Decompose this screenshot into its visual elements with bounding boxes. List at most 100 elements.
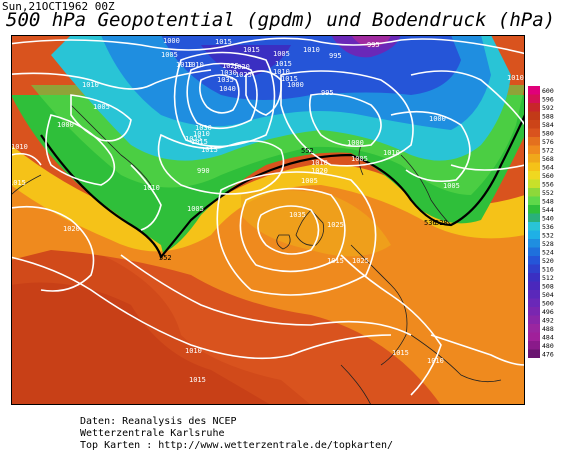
isobar-label: 1040 <box>219 85 236 93</box>
scale-label: 552 <box>542 189 554 197</box>
scale-label: 516 <box>542 266 554 274</box>
isobar-label: 1030 <box>195 124 212 132</box>
isobar-label: 995 <box>367 41 380 49</box>
isobar-label: 1025 <box>222 62 239 70</box>
scale-swatch <box>528 264 540 274</box>
isobar-label: 1010 <box>193 130 210 138</box>
isobar-label: 1000 <box>163 37 180 45</box>
scale-label: 484 <box>542 334 554 342</box>
scale-label: 572 <box>542 147 554 155</box>
isobar-label: 1000 <box>347 139 364 147</box>
scale-swatch <box>528 154 540 163</box>
scale-swatch <box>528 205 540 214</box>
scale-swatch <box>528 196 540 206</box>
map-title: 500 hPa Geopotential (gpdm) und Bodendru… <box>6 9 556 31</box>
scale-label: 500 <box>542 300 554 308</box>
contour-label: 552 <box>301 147 314 155</box>
scale-label: 476 <box>542 351 554 358</box>
isobar-label: 1015 <box>215 38 232 46</box>
isobar-label: 1020 <box>63 225 80 233</box>
footer-org: Wetterzentrale Karlsruhe <box>80 428 225 439</box>
scale-label: 560 <box>542 172 554 180</box>
scale-swatch <box>528 111 540 121</box>
isobar-label: 1010 <box>176 61 193 69</box>
scale-label: 536 <box>542 223 554 231</box>
isobar-label: 1015 <box>191 138 208 146</box>
isobar-label: 1010 <box>303 46 320 54</box>
scale-swatch <box>528 179 540 189</box>
date-label: Sun,21OCT1962 00Z <box>2 0 115 13</box>
scale-label: 508 <box>542 283 554 291</box>
scale-label: 496 <box>542 308 554 316</box>
isobar-label: 1005 <box>273 50 290 58</box>
isobar-label: 1015 <box>11 179 26 187</box>
scale-swatch <box>528 349 540 358</box>
scale-swatch <box>528 86 540 95</box>
scale-label: 544 <box>542 206 554 214</box>
scale-swatch <box>528 332 540 342</box>
isobar-label: 1015 <box>243 46 260 54</box>
isobar-label: 1015 <box>189 376 206 384</box>
scale-label: 556 <box>542 181 554 189</box>
isobar-label: 1010 <box>427 357 444 365</box>
isobar-label: 1000 <box>57 121 74 129</box>
isobar-label: 1010 <box>11 143 28 151</box>
scale-swatch <box>528 281 540 291</box>
scale-swatch <box>528 188 540 197</box>
isobar-label: 1015 <box>275 60 292 68</box>
isobar-label: 1035 <box>289 211 306 219</box>
scale-label: 532 <box>542 232 554 240</box>
isobar-label: 1015 <box>281 75 298 83</box>
scale-swatch <box>528 239 540 248</box>
isobar-label: 1025 <box>235 71 252 79</box>
scale-label: 588 <box>542 113 554 121</box>
isobar-label: 990 <box>197 167 210 175</box>
scale-swatch <box>528 290 540 299</box>
isobar-label: 995 <box>321 89 334 97</box>
scale-swatch <box>528 273 540 282</box>
isobar-label: 1035 <box>217 76 234 84</box>
scale-swatch <box>528 298 540 308</box>
isobar-label: 1005 <box>187 205 204 213</box>
footer-link[interactable]: Top Karten : http://www.wetterzentrale.d… <box>80 440 394 451</box>
scale-label: 504 <box>542 291 554 299</box>
isobar-label: 1010 <box>311 159 328 167</box>
scale-label: 596 <box>542 96 554 104</box>
isobar-label: 1020 <box>233 63 250 71</box>
isobar-label: 1005 <box>443 182 460 190</box>
scale-swatch <box>528 213 540 223</box>
scale-label: 580 <box>542 130 554 138</box>
scale-label: 492 <box>542 317 554 325</box>
weather-map: 1015 1000 1005 1010 1015 995 1010 1005 9… <box>11 35 525 405</box>
isobar-label: 995 <box>329 52 342 60</box>
footer-source: Daten: Reanalysis des NCEP <box>80 416 237 427</box>
isobar-label: 1025 <box>327 221 344 229</box>
scale-label: 592 <box>542 104 554 112</box>
isobar-label: 1005 <box>93 103 110 111</box>
scale-swatch <box>528 120 540 129</box>
scale-swatch <box>528 103 540 112</box>
scale-swatch <box>528 162 540 172</box>
isobar-label: 1000 <box>287 81 304 89</box>
scale-label: 548 <box>542 198 554 206</box>
scale-swatch <box>528 324 540 333</box>
scale-label: 528 <box>542 240 554 248</box>
scale-label: 568 <box>542 155 554 163</box>
scale-swatch <box>528 307 540 316</box>
contour-label: 536 <box>424 219 437 227</box>
scale-label: 576 <box>542 138 554 146</box>
scale-label: 540 <box>542 215 554 223</box>
scale-swatch <box>528 128 540 138</box>
isobar-label: 1015 <box>392 349 409 357</box>
isobar-label: 1025 <box>352 257 369 265</box>
isobar-label: 1010 <box>273 68 290 76</box>
isobar-label: 1005 <box>301 177 318 185</box>
isobar-label: 1010 <box>383 149 400 157</box>
scale-swatch <box>528 137 540 146</box>
isobar-label: 1020 <box>311 167 328 175</box>
scale-label: 520 <box>542 257 554 265</box>
scale-swatch <box>528 222 540 231</box>
isobar-label: 1010 <box>185 347 202 355</box>
scale-label: 600 <box>542 87 554 95</box>
scale-swatch <box>528 230 540 240</box>
